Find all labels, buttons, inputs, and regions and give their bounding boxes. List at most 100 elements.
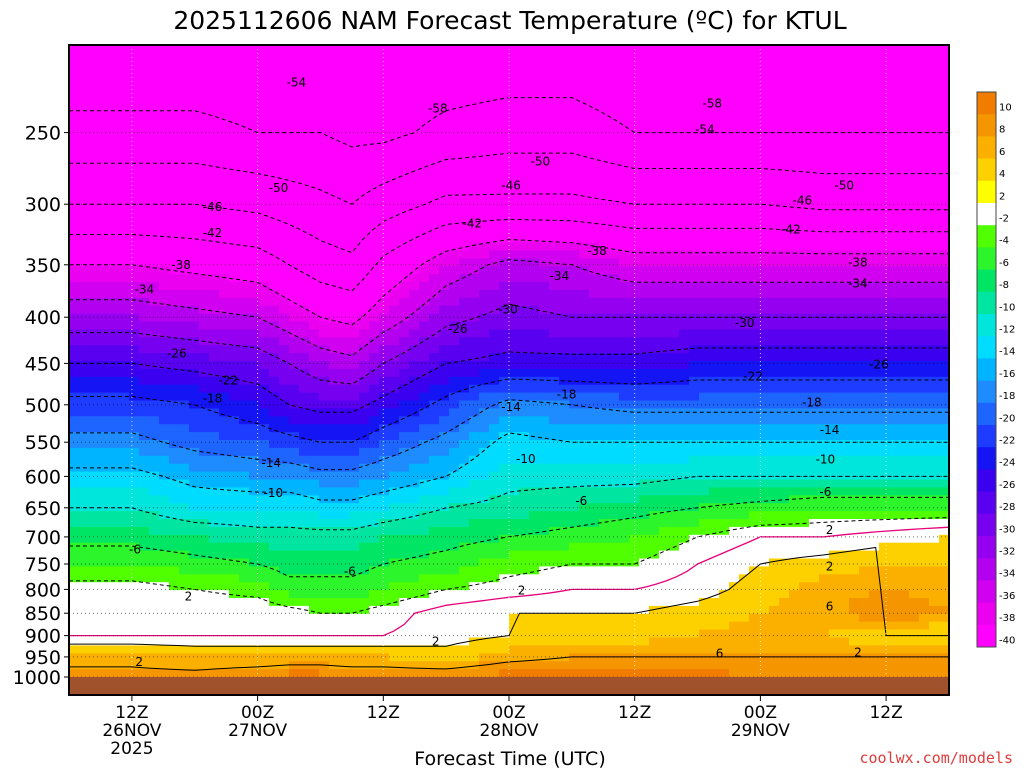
temperature-cell bbox=[589, 52, 600, 62]
temperature-cell bbox=[599, 155, 610, 165]
temperature-cell bbox=[669, 447, 680, 457]
temperature-cell bbox=[419, 345, 430, 354]
temperature-cell bbox=[189, 463, 200, 473]
temperature-cell bbox=[279, 226, 290, 236]
temperature-cell bbox=[659, 408, 670, 417]
temperature-cell bbox=[689, 282, 700, 291]
temperature-cell bbox=[589, 282, 600, 291]
temperature-cell bbox=[669, 645, 680, 654]
temperature-cell bbox=[279, 258, 290, 267]
temperature-cell bbox=[629, 416, 640, 425]
temperature-cell bbox=[259, 368, 270, 378]
temperature-cell bbox=[469, 582, 480, 591]
temperature-cell bbox=[599, 329, 610, 338]
temperature-cell bbox=[289, 566, 300, 575]
temperature-cell bbox=[419, 76, 430, 86]
temperature-cell bbox=[579, 147, 590, 157]
temperature-cell bbox=[399, 582, 410, 591]
temperature-cell bbox=[319, 416, 330, 425]
temperature-cell bbox=[289, 195, 300, 204]
temperature-cell bbox=[449, 179, 460, 188]
temperature-cell bbox=[679, 116, 690, 125]
temperature-cell bbox=[609, 376, 620, 386]
temperature-cell bbox=[379, 637, 390, 646]
temperature-cell bbox=[349, 408, 360, 417]
temperature-cell bbox=[319, 550, 330, 560]
temperature-cell bbox=[339, 226, 350, 236]
temperature-cell bbox=[389, 566, 400, 575]
temperature-cell bbox=[629, 487, 640, 496]
temperature-cell bbox=[79, 289, 90, 299]
chart-title: 2025112606 NAM Forecast Temperature (ºC)… bbox=[173, 6, 846, 35]
temperature-cell bbox=[519, 45, 530, 54]
temperature-cell bbox=[589, 613, 600, 623]
temperature-cell bbox=[499, 598, 510, 607]
temperature-cell bbox=[629, 495, 640, 504]
temperature-cell bbox=[649, 613, 660, 623]
temperature-cell bbox=[509, 266, 520, 275]
temperature-cell bbox=[359, 92, 370, 101]
temperature-cell bbox=[299, 400, 310, 409]
temperature-cell bbox=[269, 613, 280, 623]
temperature-cell bbox=[239, 274, 250, 283]
temperature-cell bbox=[169, 234, 180, 244]
temperature-cell bbox=[439, 669, 450, 678]
temperature-cell bbox=[329, 68, 340, 78]
temperature-cell bbox=[229, 613, 240, 623]
temperature-cell bbox=[669, 124, 680, 133]
temperature-cell bbox=[479, 139, 490, 149]
temperature-cell bbox=[239, 368, 250, 378]
temperature-cell bbox=[479, 566, 490, 575]
temperature-cell bbox=[149, 590, 160, 599]
temperature-cell bbox=[229, 353, 240, 362]
temperature-cell bbox=[539, 353, 550, 362]
temperature-cell bbox=[219, 495, 230, 504]
temperature-cell bbox=[649, 218, 660, 228]
temperature-cell bbox=[509, 171, 520, 180]
temperature-cell bbox=[489, 131, 500, 141]
temperature-cell bbox=[599, 139, 610, 149]
temperature-cell bbox=[629, 384, 640, 394]
temperature-cell bbox=[409, 139, 420, 149]
temperature-cell bbox=[399, 408, 410, 417]
temperature-cell bbox=[599, 274, 610, 283]
temperature-cell bbox=[199, 321, 210, 330]
temperature-cell bbox=[419, 297, 430, 307]
temperature-cell bbox=[519, 329, 530, 338]
temperature-cell bbox=[129, 432, 140, 441]
temperature-cell bbox=[649, 621, 660, 631]
temperature-cell bbox=[459, 542, 470, 552]
temperature-cell bbox=[569, 289, 580, 299]
temperature-cell bbox=[209, 289, 220, 299]
temperature-cell bbox=[209, 274, 220, 283]
temperature-cell bbox=[479, 187, 490, 196]
temperature-cell bbox=[229, 313, 240, 323]
temperature-cell bbox=[79, 147, 90, 157]
temperature-cell bbox=[539, 226, 550, 236]
temperature-cell bbox=[159, 621, 170, 631]
temperature-cell bbox=[289, 526, 300, 536]
temperature-cell bbox=[589, 621, 600, 631]
temperature-cell bbox=[579, 250, 590, 259]
temperature-cell bbox=[599, 574, 610, 583]
temperature-cell bbox=[319, 124, 330, 133]
temperature-cell bbox=[149, 511, 160, 520]
temperature-cell bbox=[569, 376, 580, 386]
temperature-cell bbox=[349, 637, 360, 646]
temperature-cell bbox=[519, 289, 530, 299]
temperature-cell bbox=[439, 463, 450, 473]
temperature-cell bbox=[619, 337, 630, 346]
temperature-cell bbox=[659, 155, 670, 165]
temperature-cell bbox=[369, 139, 380, 149]
temperature-cell bbox=[499, 68, 510, 78]
temperature-cell bbox=[479, 400, 490, 409]
temperature-cell bbox=[409, 384, 420, 394]
temperature-cell bbox=[629, 479, 640, 488]
temperature-cell bbox=[429, 384, 440, 394]
temperature-cell bbox=[369, 147, 380, 157]
temperature-cell bbox=[269, 424, 280, 433]
temperature-cell bbox=[599, 84, 610, 93]
temperature-cell bbox=[409, 76, 420, 86]
temperature-cell bbox=[559, 432, 570, 441]
temperature-cell bbox=[69, 305, 80, 315]
